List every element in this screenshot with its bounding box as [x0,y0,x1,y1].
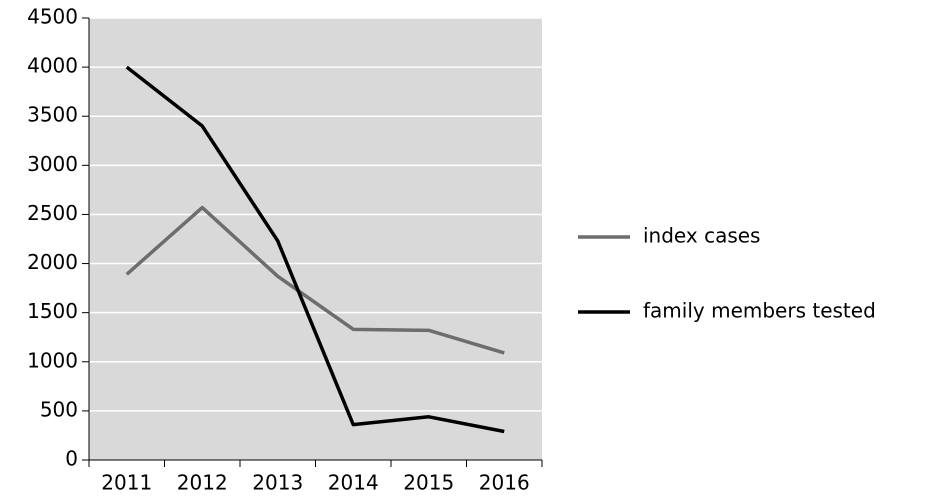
x-tick-label: 2012 [177,471,228,495]
y-tick-label: 2000 [27,250,78,274]
y-tick-label: 4000 [27,54,78,78]
y-tick-label: 2500 [27,201,78,225]
y-tick-label: 3500 [27,103,78,127]
y-tick-label: 4500 [27,5,78,29]
series-line [125,65,505,434]
legend-label: family members tested [643,299,876,323]
legend-label: index cases [643,224,760,248]
y-tick-label: 3000 [27,152,78,176]
x-tick-label: 2013 [252,471,303,495]
x-tick-label: 2014 [328,471,379,495]
x-tick-label: 2015 [403,471,454,495]
x-tick-label: 2011 [101,471,152,495]
plot-area [89,18,542,460]
y-tick-label: 500 [40,397,78,421]
y-tick-label: 0 [65,447,78,471]
y-tick-label: 1000 [27,348,78,372]
series-line [125,205,505,355]
y-tick-label: 1500 [27,299,78,323]
x-tick-label: 2016 [479,471,530,495]
